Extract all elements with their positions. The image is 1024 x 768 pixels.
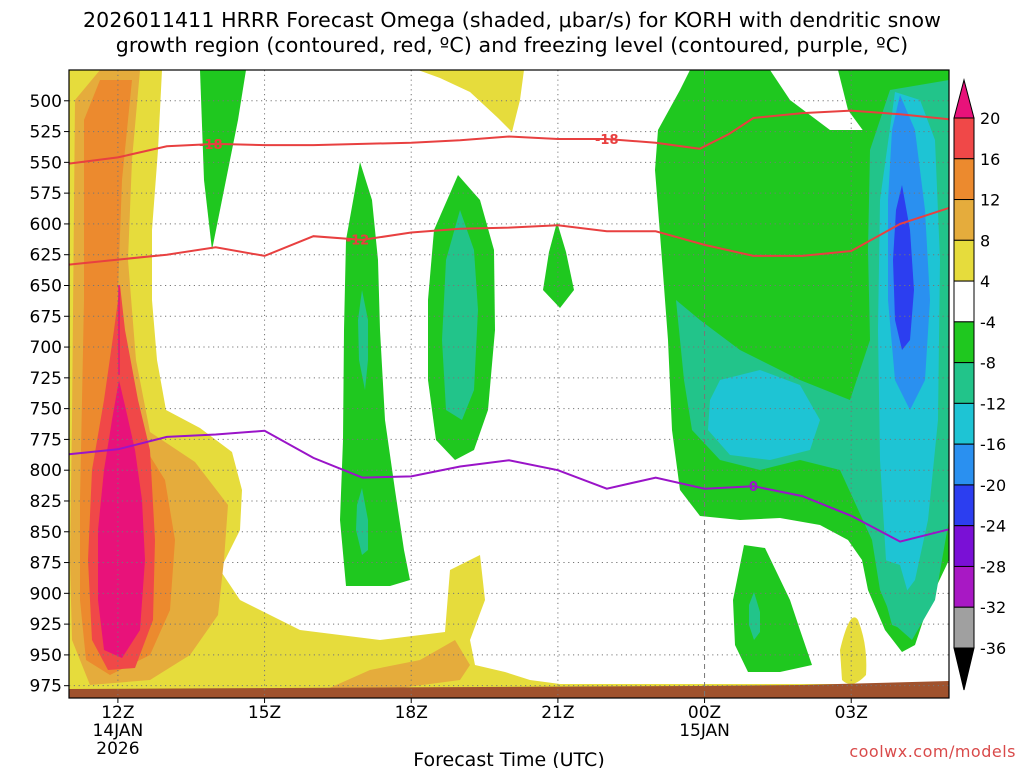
omega-positive-4-small (840, 617, 867, 684)
colorbar-swatch (953, 321, 975, 364)
y-tick-label: 650 (30, 276, 62, 296)
colorbar-swatch (953, 443, 975, 486)
omega-negative-20-right (893, 185, 914, 350)
omega-negative-4-band-a (200, 70, 246, 250)
colorbar-swatch (953, 239, 975, 282)
omega-negative-4-band-b (340, 162, 410, 586)
x-tick-label: 00Z (688, 703, 721, 723)
y-tick-label: 750 (30, 400, 62, 420)
x-axis-label: Forecast Time (UTC) (413, 749, 604, 768)
x-tick-label: 18Z (395, 703, 428, 723)
x-tick-sublabel: 15JAN (679, 721, 730, 741)
omega-negative-8-band-b (358, 290, 368, 390)
y-tick-label: 700 (30, 338, 62, 358)
colorbar-swatch (953, 362, 975, 404)
colorbar-label: -8 (980, 354, 996, 373)
x-tick-label: 15Z (248, 703, 281, 723)
colorbar-swatch (953, 606, 975, 649)
y-tick-label: 900 (30, 584, 62, 604)
ground-surface (69, 681, 949, 698)
y-tick-label: 850 (30, 523, 62, 543)
colorbar-label: 8 (980, 231, 990, 250)
colorbar-label: 16 (980, 150, 1000, 169)
y-tick-label: 525 (30, 123, 62, 143)
colorbar-label: 4 (980, 272, 990, 291)
grid (69, 70, 949, 698)
y-tick-label: 800 (30, 461, 62, 481)
y-tick-label: 575 (30, 184, 62, 204)
x-tick-label: 03Z (835, 703, 868, 723)
colorbar-swatch (953, 117, 975, 160)
isoline-2 (68, 429, 950, 543)
plot-frame (68, 69, 950, 699)
omega-negative-8-band-c (442, 210, 478, 420)
x-tick-sublabel: 14JAN (93, 721, 144, 741)
omega-positive-8-bottom (325, 640, 470, 690)
isoline-label: 0 (749, 480, 758, 495)
x-tick-label: 12Z (101, 703, 134, 723)
colorbar-label: -24 (980, 517, 1006, 536)
y-tick-label: 825 (30, 492, 62, 512)
colorbar-top-triangle (953, 78, 975, 119)
colorbar-swatch (953, 280, 975, 323)
colorbar-swatch (953, 525, 975, 567)
isoline-label: -18 (199, 138, 223, 153)
omega-negative-8-right-small (749, 592, 760, 640)
y-axis: 500 525 550 575 600 625 650 675 700 725 750 775 800 8… (30, 92, 69, 697)
credit-text: coolwx.com/models (849, 742, 1016, 761)
colorbar-label: 12 (980, 191, 1000, 210)
colorbar-label: -16 (980, 435, 1006, 454)
colorbar-label: -4 (980, 313, 996, 332)
chart-title: 2026011411 HRRR Forecast Omega (shaded, … (0, 8, 1024, 58)
y-tick-label: 500 (30, 92, 62, 112)
y-tick-label: 775 (30, 430, 62, 450)
colorbar-label: -20 (980, 476, 1006, 495)
colorbar-label: -32 (980, 598, 1006, 617)
colorbar-swatch (953, 199, 975, 241)
colorbar-label: -28 (980, 557, 1006, 576)
omega-negative-8-right-low-b (884, 560, 910, 630)
colorbar-swatch (953, 484, 975, 527)
x-tick-label: 21Z (541, 703, 574, 723)
omega-positive-4-top (418, 70, 524, 132)
isoline-label: -18 (595, 133, 619, 148)
omega-negative-12-right (708, 370, 820, 460)
y-tick-label: 925 (30, 615, 62, 635)
omega-negative-4-right-low (733, 545, 812, 672)
colorbar-swatch (953, 565, 975, 608)
chart-title-line-1: 2026011411 HRRR Forecast Omega (shaded, … (83, 8, 941, 32)
isoline-label: -12 (346, 234, 370, 249)
y-tick-label: 950 (30, 646, 62, 666)
y-tick-label: 875 (30, 554, 62, 574)
isoline-0 (68, 109, 950, 165)
colorbar-label: -12 (980, 394, 1006, 413)
omega-negative-8-band-b-low (356, 488, 368, 555)
x-tick-year-label: 2026 (96, 739, 139, 759)
colorbar-bottom-triangle (953, 647, 975, 691)
colorbar-swatch (953, 158, 975, 201)
colorbar-label: -36 (980, 639, 1006, 658)
isoline-1 (68, 206, 950, 266)
isolines: -18 -18 -12 0 (68, 109, 950, 543)
omega-negative-4-band-d (543, 222, 574, 308)
colorbar-swatch (953, 402, 975, 445)
y-tick-label: 975 (30, 677, 62, 697)
y-tick-label: 725 (30, 369, 62, 389)
y-tick-label: 625 (30, 246, 62, 266)
y-tick-label: 675 (30, 307, 62, 327)
colorbar-label: 20 (980, 109, 1000, 128)
y-tick-label: 550 (30, 153, 62, 173)
y-tick-label: 600 (30, 215, 62, 235)
chart-title-line-2: growth region (contoured, red, ºC) and f… (115, 33, 909, 57)
colorbar: 20 16 12 8 4 -4 -8 -12 -16 -20 -24 -28 -32 -36 (953, 78, 1006, 691)
omega-shading (69, 70, 949, 698)
